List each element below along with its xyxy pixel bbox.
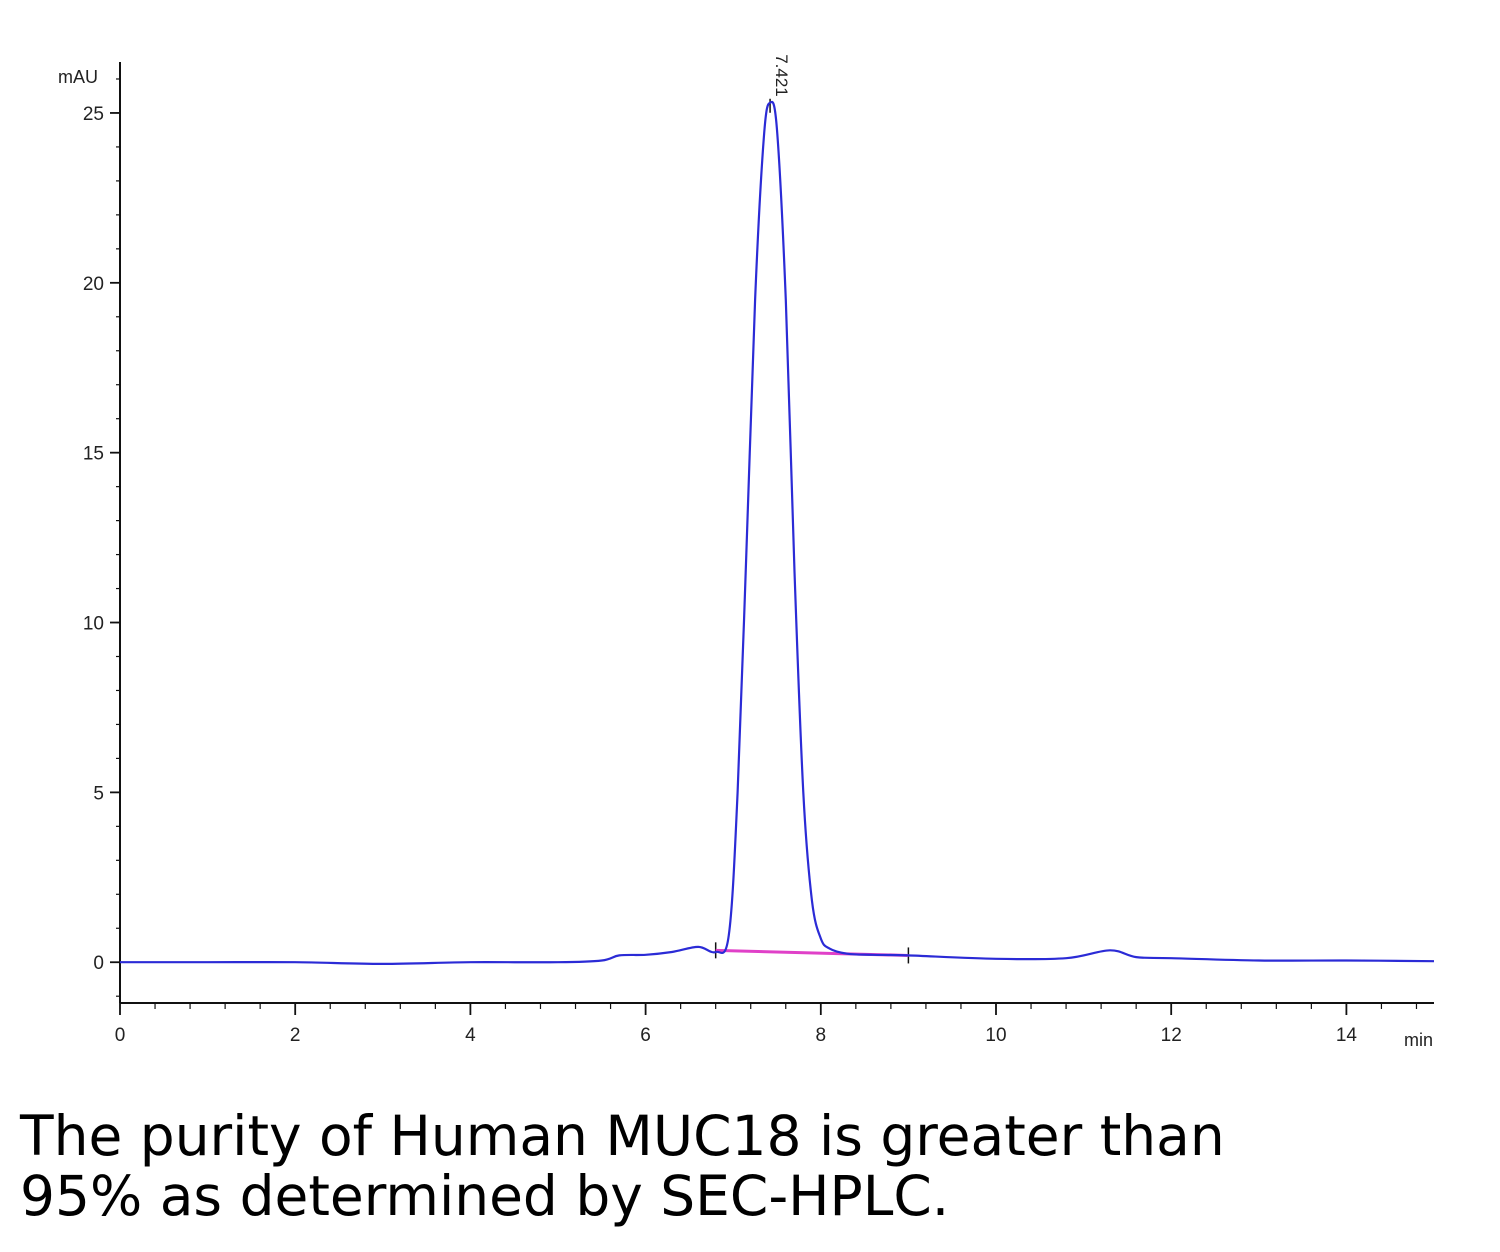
y-tick-label: 5 (93, 783, 104, 804)
y-axis-unit: mAU (58, 67, 98, 87)
x-tick-label: 8 (816, 1025, 827, 1046)
y-tick-label: 20 (83, 274, 104, 295)
caption-line-2: 95% as determined by SEC-HPLC. (20, 1164, 950, 1228)
caption: The purity of Human MUC18 is greater tha… (20, 1106, 1470, 1226)
peak-label: 7.421 (772, 54, 791, 97)
x-tick-label: 6 (640, 1025, 651, 1046)
x-axis-unit: min (1404, 1030, 1433, 1050)
x-tick-label: 0 (115, 1025, 126, 1046)
x-tick-label: 12 (1161, 1025, 1182, 1046)
y-tick-label: 25 (83, 104, 104, 125)
x-tick-label: 4 (465, 1025, 476, 1046)
x-tick-label: 10 (985, 1025, 1006, 1046)
y-tick-label: 15 (83, 444, 104, 465)
chromatogram-chart: mAU min 0 5 10 15 20 25 0 2 4 6 8 10 12 14 7.421 (58, 54, 1435, 1050)
caption-line-1: The purity of Human MUC18 is greater tha… (20, 1104, 1225, 1168)
axes (119, 62, 1434, 1004)
y-axis-ticks: 0 5 10 15 20 25 (83, 78, 120, 997)
x-tick-label: 14 (1336, 1025, 1358, 1046)
x-axis-ticks: 0 2 4 6 8 10 12 14 (115, 1003, 1418, 1046)
y-tick-label: 10 (83, 614, 104, 635)
chromatogram-series-line (119, 100, 1435, 965)
y-tick-label: 0 (93, 953, 104, 974)
x-tick-label: 2 (290, 1025, 301, 1046)
